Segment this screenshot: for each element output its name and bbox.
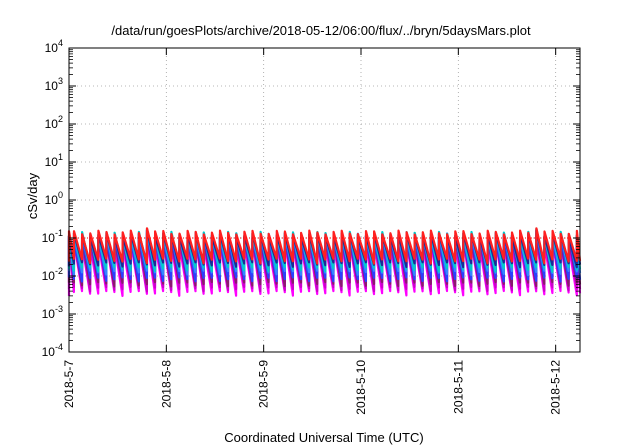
- data-series: [67, 227, 582, 297]
- grid-lines: [69, 48, 580, 352]
- x-tick-label: 2018-5-9: [257, 360, 271, 408]
- x-tick-label: 2018-5-7: [62, 360, 76, 408]
- x-axis-title: Coordinated Universal Time (UTC): [224, 430, 423, 445]
- chart-title: /data/run/goesPlots/archive/2018-05-12/0…: [111, 23, 531, 38]
- y-axis-title: cSv/day: [25, 172, 40, 219]
- y-tick-label: 102: [45, 114, 63, 131]
- y-tick-label: 10-4: [42, 342, 63, 359]
- x-tick-label: 2018-5-8: [159, 360, 173, 408]
- y-tick-label: 101: [45, 152, 63, 169]
- y-tick-labels: 10-4 10-3 10-2 10-1 100 101 102 103 104: [42, 38, 63, 359]
- y-tick-label: 10-2: [42, 266, 63, 283]
- x-tick-labels: 2018-5-7 2018-5-8 2018-5-9 2018-5-10 2018-5-…: [62, 360, 563, 415]
- y-tick-label: 10-1: [42, 228, 63, 245]
- axis-ticks: [68, 47, 580, 353]
- y-tick-label: 103: [45, 76, 63, 93]
- x-tick-label: 2018-5-10: [354, 360, 368, 415]
- y-tick-label: 10-3: [42, 304, 63, 321]
- x-tick-label: 2018-5-12: [549, 360, 563, 415]
- y-tick-label: 104: [45, 38, 63, 55]
- series-line: [67, 227, 582, 265]
- y-tick-label: 100: [45, 190, 63, 207]
- x-tick-label: 2018-5-11: [451, 360, 465, 414]
